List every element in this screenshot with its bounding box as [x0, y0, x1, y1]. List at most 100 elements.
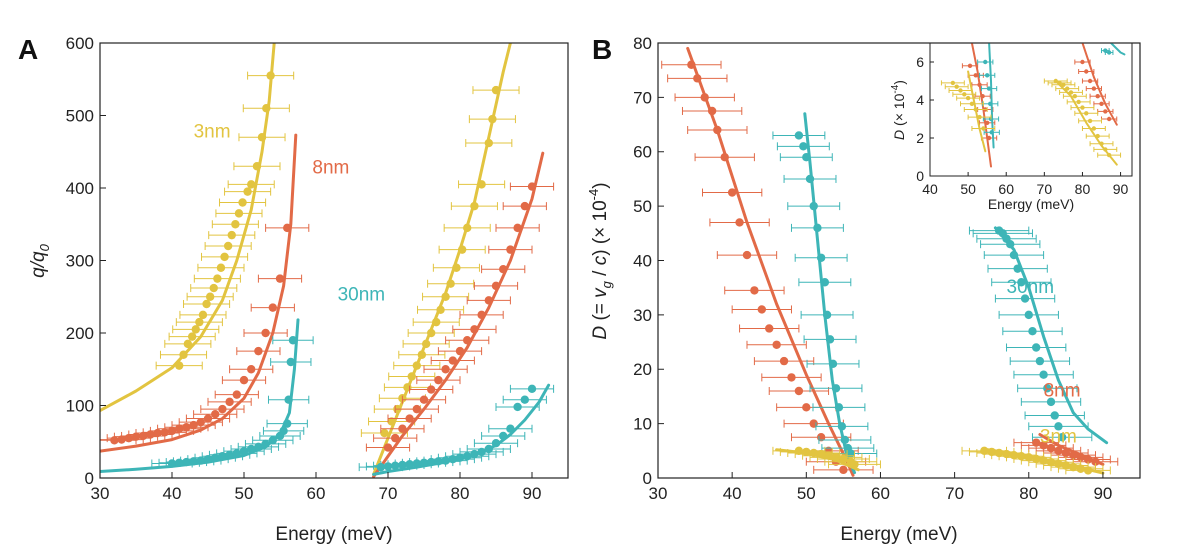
- data-point: [984, 120, 990, 126]
- data-point: [247, 365, 256, 374]
- data-point: [980, 446, 989, 456]
- data-point: [205, 292, 215, 301]
- y-tick-label: 400: [66, 179, 94, 198]
- panel-b-x-ticks: 30 40 50 60 70 80 90: [649, 472, 1112, 503]
- x-tick-label: 70: [1037, 181, 1053, 197]
- data-point: [211, 410, 220, 419]
- data-point: [1095, 133, 1100, 139]
- data-point: [284, 395, 293, 404]
- panel-a-y-axis-title-main: q/q: [28, 251, 49, 278]
- data-point: [391, 433, 400, 443]
- data-point: [831, 453, 841, 462]
- data-point: [735, 218, 744, 227]
- x-tick-label: 30: [649, 484, 668, 503]
- data-point: [196, 456, 205, 465]
- data-point: [987, 447, 996, 457]
- data-point: [1031, 438, 1041, 447]
- data-point: [983, 59, 988, 65]
- data-point: [484, 444, 493, 454]
- data-point: [757, 305, 767, 314]
- data-point: [499, 431, 508, 441]
- data-point: [139, 431, 148, 441]
- data-point: [1039, 441, 1048, 450]
- data-point: [427, 385, 436, 394]
- data-point: [227, 230, 236, 240]
- data-point: [196, 417, 205, 427]
- data-point: [279, 426, 288, 436]
- fit-line: [100, 133, 298, 453]
- data-point: [967, 63, 973, 68]
- data-point: [834, 403, 844, 412]
- data-point: [1039, 456, 1048, 465]
- data-point: [707, 106, 717, 116]
- y-tick-label: 2: [916, 130, 924, 146]
- x-tick-label: 80: [451, 484, 470, 503]
- data-point: [822, 310, 832, 320]
- data-point: [434, 457, 443, 466]
- data-point: [1017, 452, 1026, 461]
- data-point: [794, 386, 804, 396]
- y-tick-label: 300: [66, 251, 94, 270]
- data-point: [234, 209, 244, 218]
- x-tick-label: 90: [1093, 484, 1112, 503]
- data-point: [1065, 86, 1070, 91]
- panel-b-y-title-close: ): [590, 182, 611, 188]
- data-point: [225, 397, 234, 407]
- data-point: [1091, 86, 1097, 91]
- data-point: [1099, 141, 1104, 146]
- data-point: [477, 447, 486, 457]
- data-point: [198, 310, 208, 320]
- data-point: [182, 423, 191, 432]
- data-point: [820, 278, 830, 287]
- data-point: [520, 395, 529, 404]
- inset-axes-frame: [929, 42, 1133, 177]
- data-point: [1046, 397, 1056, 407]
- data-point: [213, 274, 222, 283]
- data-point: [283, 419, 292, 428]
- series-3nm-branch-2: [961, 446, 1111, 475]
- panel-a-x-axis-title: Energy (meV): [275, 524, 392, 545]
- data-point: [962, 92, 967, 97]
- data-point: [513, 402, 522, 412]
- data-point: [787, 373, 796, 382]
- data-point: [1009, 250, 1019, 260]
- panel-b-y-title-times: ) (× 10: [590, 200, 611, 255]
- data-point: [981, 126, 986, 131]
- data-point: [175, 458, 184, 467]
- panel-b-y-axis-title: D (= vg / c) (× 10-4): [586, 182, 614, 339]
- data-point: [463, 336, 472, 345]
- data-point: [167, 426, 177, 436]
- data-point: [268, 436, 277, 445]
- data-point: [427, 328, 436, 338]
- data-point: [950, 80, 956, 86]
- series-3nm-branch-1: [100, 43, 295, 413]
- data-point: [376, 462, 385, 472]
- x-tick-label: 60: [998, 181, 1014, 197]
- data-point: [506, 424, 515, 433]
- data-point: [1106, 152, 1112, 158]
- panel-b-y-title-slash: /: [590, 265, 611, 281]
- y-tick-label: 0: [85, 469, 94, 488]
- data-point: [1103, 48, 1108, 53]
- data-point: [520, 201, 529, 211]
- data-point: [477, 310, 486, 320]
- x-tick-label: 60: [307, 484, 326, 503]
- data-point: [1054, 459, 1063, 469]
- data-point: [167, 459, 177, 468]
- data-point: [1076, 453, 1085, 462]
- data-point: [491, 439, 501, 448]
- panel-a-axes-frame: [99, 42, 569, 479]
- data-point: [1069, 462, 1078, 472]
- data-point: [816, 449, 826, 459]
- data-point: [183, 339, 193, 349]
- panel-b-letter: B: [592, 34, 612, 65]
- data-point: [988, 101, 993, 107]
- data-point: [1091, 457, 1100, 466]
- data-point: [513, 223, 522, 233]
- x-tick-label: 50: [960, 181, 976, 197]
- series-label-3nm: 3nm: [1040, 427, 1077, 448]
- data-point: [419, 458, 429, 467]
- data-point: [434, 375, 443, 385]
- x-tick-label: 50: [797, 484, 816, 503]
- panel-b-y-ticks: 0 10 20 30 40 50 60 70 80: [633, 34, 664, 488]
